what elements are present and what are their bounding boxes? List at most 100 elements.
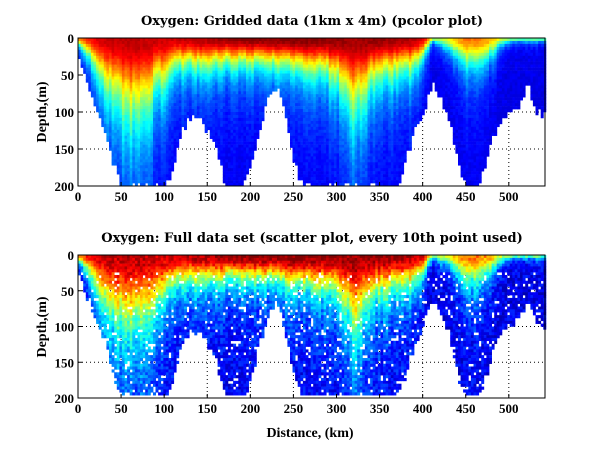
- grid-cell: [111, 64, 115, 68]
- grid-cell: [297, 46, 301, 51]
- grid-cell: [277, 55, 280, 60]
- grid-cell: [346, 61, 350, 65]
- grid-cell: [137, 61, 141, 65]
- grid-cell: [375, 144, 379, 148]
- grid-cell: [300, 162, 304, 166]
- grid-cell: [153, 180, 156, 184]
- grid-cell: [336, 64, 340, 68]
- grid-cell: [251, 126, 255, 131]
- grid-cell: [243, 82, 247, 86]
- grid-cell: [243, 123, 247, 128]
- grid-cell: [93, 91, 97, 95]
- grid-cell: [243, 138, 247, 142]
- grid-cell: [145, 115, 149, 119]
- grid-cell: [189, 58, 193, 62]
- grid-cell: [349, 141, 353, 145]
- grid-cell: [388, 73, 392, 77]
- grid-cell: [147, 141, 151, 145]
- grid-cell: [96, 85, 100, 89]
- grid-cell: [233, 177, 237, 181]
- grid-cell: [290, 144, 293, 148]
- grid-cell: [323, 141, 327, 145]
- grid-cell: [212, 79, 216, 83]
- grid-cell: [225, 174, 229, 178]
- grid-cell: [344, 58, 348, 62]
- grid-cell: [295, 55, 299, 60]
- grid-cell: [243, 129, 247, 134]
- grid-cell: [181, 117, 185, 122]
- grid-cell: [344, 73, 348, 77]
- grid-cell: [315, 165, 319, 169]
- grid-cell: [385, 138, 389, 142]
- grid-cell: [217, 129, 221, 134]
- grid-cell: [227, 129, 231, 134]
- grid-cell: [168, 46, 172, 51]
- grid-cell: [364, 88, 368, 92]
- grid-cell: [165, 171, 169, 175]
- grid-cell: [277, 64, 280, 68]
- grid-cell: [111, 147, 115, 151]
- grid-cell: [140, 58, 143, 62]
- grid-cell: [196, 109, 200, 113]
- grid-cell: [341, 58, 345, 62]
- grid-cell: [168, 91, 172, 95]
- grid-cell: [101, 117, 105, 122]
- grid-cell: [346, 126, 350, 131]
- grid-cell: [359, 85, 363, 89]
- grid-cell: [171, 100, 175, 104]
- grid-cell: [377, 162, 381, 166]
- grid-cell: [186, 67, 190, 71]
- grid-cell: [240, 88, 244, 92]
- grid-cell: [370, 70, 374, 74]
- grid-cell: [225, 52, 229, 57]
- grid-cell: [173, 61, 177, 65]
- grid-cell: [150, 64, 154, 68]
- grid-cell: [106, 76, 110, 80]
- grid-cell: [127, 180, 131, 184]
- grid-cell: [150, 46, 154, 51]
- grid-cell: [176, 52, 180, 57]
- grid-cell: [168, 120, 172, 125]
- grid-cell: [248, 79, 252, 83]
- grid-cell: [318, 141, 322, 145]
- grid-cell: [251, 76, 255, 80]
- grid-cell: [111, 126, 115, 131]
- grid-cell: [377, 135, 381, 139]
- grid-cell: [339, 115, 343, 119]
- grid-cell: [292, 52, 296, 57]
- grid-cell: [359, 156, 363, 160]
- grid-cell: [137, 153, 141, 157]
- grid-cell: [318, 103, 322, 107]
- grid-cell: [142, 177, 146, 181]
- grid-cell: [98, 49, 102, 54]
- grid-cell: [323, 150, 327, 154]
- grid-cell: [251, 52, 255, 57]
- grid-cell: [129, 61, 133, 65]
- grid-cell: [341, 129, 345, 134]
- grid-cell: [341, 120, 345, 125]
- grid-cell: [171, 135, 175, 139]
- grid-cell: [315, 46, 319, 51]
- grid-cell: [354, 79, 358, 83]
- grid-cell: [279, 88, 283, 92]
- grid-cell: [134, 49, 138, 54]
- grid-cell: [215, 100, 218, 104]
- grid-cell: [116, 58, 120, 62]
- grid-cell: [116, 120, 120, 125]
- grid-cell: [238, 117, 242, 122]
- grid-cell: [121, 97, 125, 101]
- grid-cell: [181, 123, 185, 128]
- grid-cell: [305, 79, 309, 83]
- grid-cell: [354, 180, 358, 184]
- grid-cell: [258, 46, 262, 51]
- grid-cell: [235, 138, 239, 142]
- grid-cell: [158, 109, 162, 113]
- grid-cell: [383, 141, 386, 145]
- grid-cell: [388, 129, 392, 134]
- grid-cell: [266, 67, 270, 71]
- grid-cell: [308, 94, 312, 98]
- grid-cell: [168, 70, 172, 74]
- grid-cell: [321, 177, 324, 181]
- grid-cell: [277, 67, 280, 71]
- grid-cell: [222, 117, 226, 122]
